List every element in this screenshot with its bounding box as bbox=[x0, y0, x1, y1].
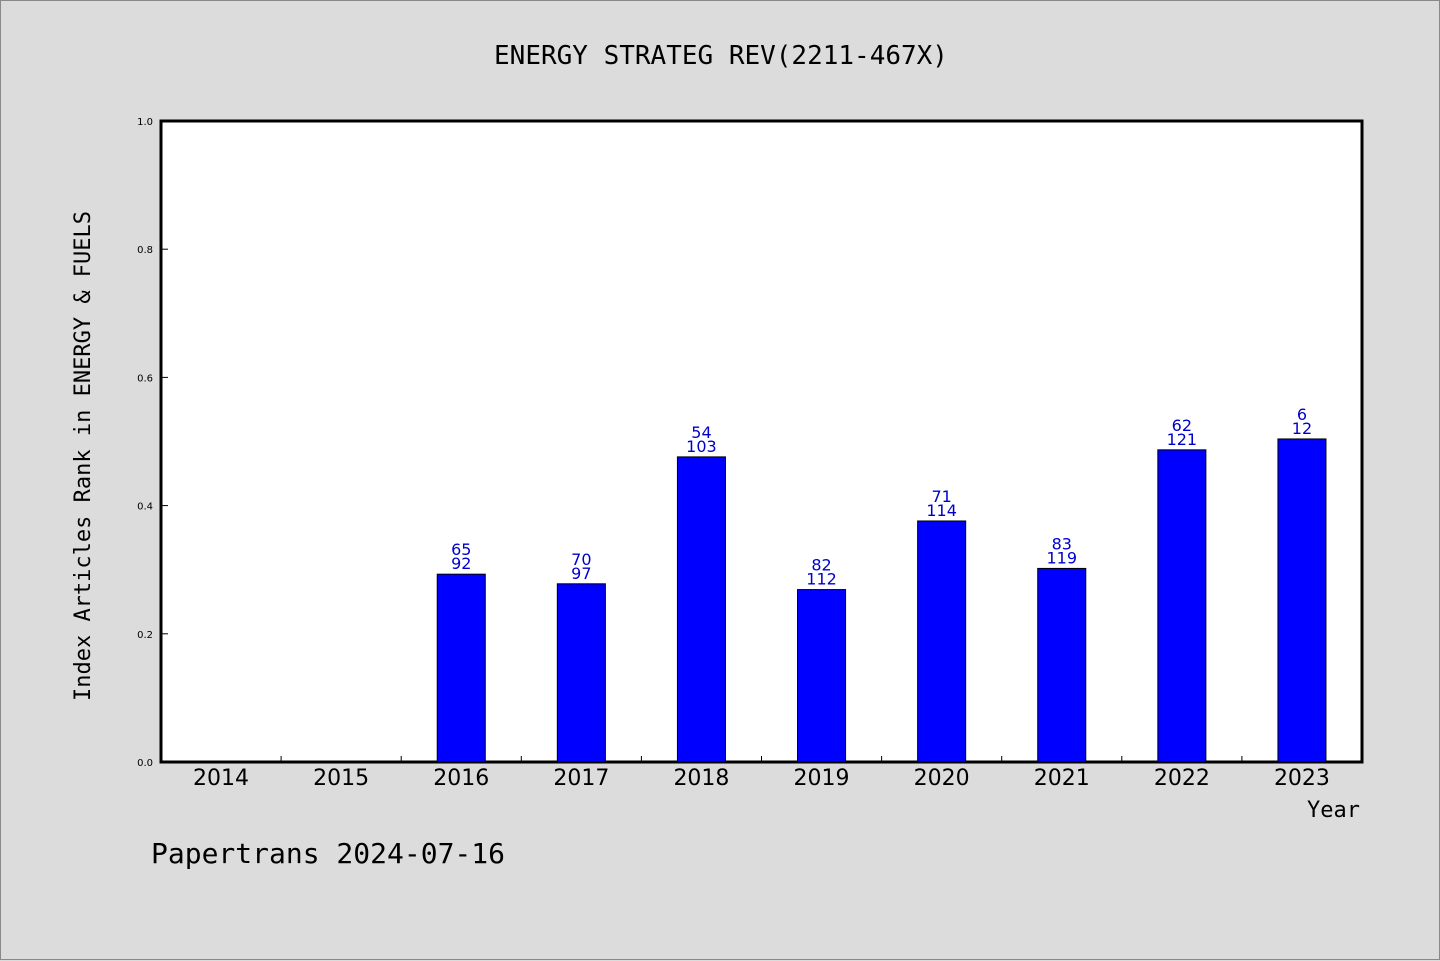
bar-2022 bbox=[1157, 449, 1207, 763]
rank-label: 6 bbox=[1297, 405, 1307, 424]
total-label: 92 bbox=[451, 554, 471, 573]
bar-2021 bbox=[1037, 567, 1087, 763]
x-tick-label: 2021 bbox=[1034, 766, 1090, 791]
x-tick-label: 2016 bbox=[433, 766, 489, 791]
total-label: 103 bbox=[686, 437, 717, 456]
x-tick-label: 2023 bbox=[1274, 766, 1330, 791]
bar-2018 bbox=[676, 456, 726, 763]
total-label: 119 bbox=[1046, 548, 1077, 567]
y-tick-label: 0.8 bbox=[137, 245, 153, 256]
total-label: 97 bbox=[571, 564, 591, 583]
x-tick-label: 2014 bbox=[193, 766, 249, 791]
y-axis-ticks: 0.0 0.2 0.4 0.6 0.8 1.0 bbox=[137, 117, 168, 769]
total-label: 12 bbox=[1292, 419, 1312, 438]
bar-2020 bbox=[917, 520, 967, 763]
rank-label: 54 bbox=[691, 423, 711, 442]
footer-text: Papertrans 2024-07-16 bbox=[151, 837, 505, 870]
rank-label: 82 bbox=[811, 556, 831, 575]
x-tick-label: 2019 bbox=[794, 766, 850, 791]
x-axis-label: Year bbox=[1307, 798, 1360, 823]
bar-2017 bbox=[556, 583, 606, 763]
x-tick-label: 2018 bbox=[673, 766, 729, 791]
bar-2016 bbox=[436, 573, 486, 763]
bar-2019 bbox=[797, 589, 847, 763]
total-label: 121 bbox=[1167, 430, 1198, 449]
y-tick-label: 0.6 bbox=[137, 373, 153, 384]
rank-label: 83 bbox=[1052, 534, 1072, 553]
rank-label: 71 bbox=[931, 487, 951, 506]
total-label: 112 bbox=[806, 570, 837, 589]
x-axis-ticks: 2014 2015 2016 2017 2018 2019 2020 2021 2022 2023 bbox=[193, 756, 1330, 791]
y-tick-label: 0.0 bbox=[137, 758, 153, 769]
total-label: 114 bbox=[926, 501, 957, 520]
rank-label: 70 bbox=[571, 550, 591, 569]
rank-label: 65 bbox=[451, 540, 471, 559]
rank-label: 62 bbox=[1172, 416, 1192, 435]
x-tick-label: 2017 bbox=[553, 766, 609, 791]
y-tick-label: 0.4 bbox=[137, 502, 153, 513]
bars bbox=[436, 438, 1327, 763]
x-tick-label: 2015 bbox=[313, 766, 369, 791]
x-tick-label: 2022 bbox=[1154, 766, 1210, 791]
y-axis-label: Index Articles Rank in ENERGY & FUELS bbox=[71, 211, 96, 701]
y-tick-label: 0.2 bbox=[137, 630, 153, 641]
x-tick-label: 2020 bbox=[914, 766, 970, 791]
chart-title: ENERGY STRATEG REV(2211-467X) bbox=[494, 41, 948, 71]
y-tick-label: 1.0 bbox=[137, 117, 153, 128]
bar-2023 bbox=[1277, 438, 1327, 763]
